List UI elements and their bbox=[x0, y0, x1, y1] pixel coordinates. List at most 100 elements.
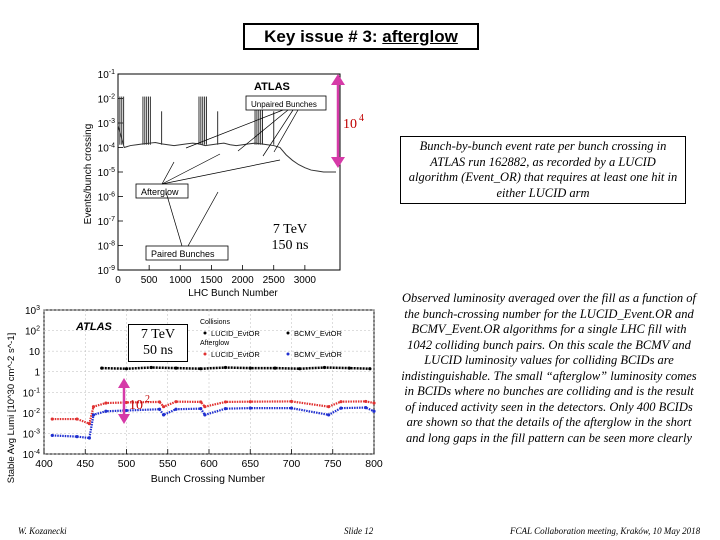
c2-series-line bbox=[101, 366, 370, 370]
arrowhead-down-icon-2 bbox=[118, 414, 130, 424]
c2-xtick-label: 550 bbox=[159, 458, 177, 470]
ratio-top-exp: 4 bbox=[359, 113, 364, 124]
afterglow-label: Afterglow bbox=[141, 187, 179, 197]
c2-data-point bbox=[339, 406, 343, 410]
c2-data-point bbox=[157, 407, 162, 411]
legend: LUCID_EvtOR BCMV_EvtOR LUCID_EvtOR BCMV_… bbox=[203, 329, 343, 359]
c2-data-point bbox=[347, 366, 351, 370]
c2-ytick-label: 10-4 bbox=[23, 449, 40, 461]
c1-ytick-label: 10-3 bbox=[98, 118, 115, 130]
c2-xtick-label: 700 bbox=[283, 458, 301, 470]
legend-group1: Collisions bbox=[200, 319, 230, 326]
c2-data-point bbox=[124, 408, 129, 413]
c2-data-point bbox=[223, 407, 228, 411]
c1-ytick-label: 10-9 bbox=[98, 265, 115, 277]
c2-data-point bbox=[339, 400, 343, 404]
c2-xtick-label: 450 bbox=[76, 458, 94, 470]
c2-data-point bbox=[289, 399, 294, 404]
chart1-xlabel: LHC Bunch Number bbox=[188, 288, 278, 299]
c2-xtick-label: 800 bbox=[365, 458, 383, 470]
c2-xtick-label: 650 bbox=[241, 458, 259, 470]
chart2-ylabel: Stable Avg Lumi [10^30 cm^-2 s^-1] bbox=[6, 333, 17, 484]
c1-ytick-label: 10-7 bbox=[98, 216, 115, 228]
ratio-bottom-base: 10 bbox=[129, 398, 143, 413]
c2-ytick-label: 10 bbox=[29, 347, 41, 358]
c2-data-point bbox=[91, 413, 96, 417]
c1-xtick-label: 500 bbox=[141, 275, 158, 286]
c2-data-point bbox=[100, 366, 104, 370]
afterglow-trace bbox=[117, 125, 337, 173]
c2-data-point bbox=[199, 407, 203, 411]
legend-item-1: LUCID_EvtOR bbox=[211, 329, 260, 338]
c2-data-point bbox=[91, 405, 96, 409]
chart1-ylabel: Events/bunch crossing bbox=[83, 124, 94, 225]
c2-data-point bbox=[174, 407, 178, 411]
c2-data-point bbox=[322, 365, 327, 370]
slide-title: Key issue # 3: afterglow bbox=[243, 23, 479, 50]
c2-data-point bbox=[248, 400, 252, 404]
c2-xtick-label: 750 bbox=[324, 458, 342, 470]
energy-label-2: 7 TeV bbox=[140, 327, 176, 342]
c2-data-point bbox=[124, 367, 129, 371]
c2-data-point bbox=[50, 417, 54, 421]
legend-item-2: BCMV_EvtOR bbox=[294, 329, 343, 338]
c1-ytick-label: 10-4 bbox=[98, 143, 115, 155]
c2-ytick-label: 10-2 bbox=[23, 408, 40, 420]
c1-ytick-label: 10-5 bbox=[98, 167, 115, 179]
c2-series-line bbox=[52, 406, 375, 440]
c1-ytick-label: 10-2 bbox=[98, 94, 115, 106]
c2-data-point bbox=[273, 366, 277, 370]
c2-data-point bbox=[364, 406, 368, 410]
energy-spacing-label-2: 7 TeV 50 ns bbox=[128, 324, 188, 362]
footer-slide: Slide 12 bbox=[344, 526, 374, 536]
c2-data-point bbox=[75, 417, 79, 421]
c2-data-point bbox=[327, 405, 331, 409]
unpaired-bunches-label: Unpaired Bunches bbox=[251, 100, 317, 109]
title-highlight: afterglow bbox=[382, 27, 458, 46]
c1-ytick-label: 10-6 bbox=[98, 192, 115, 204]
c2-data-point bbox=[162, 413, 166, 417]
title-prefix: Key issue # 3: bbox=[264, 27, 383, 46]
c2-data-point bbox=[223, 365, 228, 370]
c2-data-point bbox=[248, 366, 252, 370]
arrowhead-down-icon bbox=[331, 157, 345, 168]
c2-data-point bbox=[87, 436, 91, 440]
arrowhead-up-icon bbox=[331, 74, 345, 85]
arrowhead-up-icon-2 bbox=[118, 378, 130, 388]
c2-data-point bbox=[162, 405, 166, 409]
spacing-label-1: 150 ns bbox=[271, 238, 309, 253]
ratio-arrow-top: 10 4 bbox=[331, 74, 364, 168]
annotation-arrows bbox=[161, 109, 299, 247]
c1-xtick-label: 0 bbox=[115, 275, 121, 286]
c2-data-point bbox=[364, 399, 368, 404]
description-bottom: Observed luminosity averaged over the fi… bbox=[401, 291, 697, 445]
c2-data-point bbox=[327, 413, 331, 417]
footer-meeting: FCAL Collaboration meeting, Kraków, 10 M… bbox=[510, 526, 701, 536]
legend-item-3: LUCID_EvtOR bbox=[211, 350, 260, 359]
c1-xtick-label: 1500 bbox=[200, 275, 223, 286]
c1-xtick-label: 2000 bbox=[231, 275, 254, 286]
footer-author: W. Kozanecki bbox=[18, 526, 67, 536]
c2-ytick-label: 10-3 bbox=[23, 428, 40, 440]
c1-xtick-label: 3000 bbox=[294, 275, 317, 286]
c2-data-point bbox=[149, 365, 153, 370]
c2-data-point bbox=[50, 433, 54, 438]
c2-data-point bbox=[368, 367, 372, 371]
experiment-label: ATLAS bbox=[254, 81, 290, 93]
spacing-label-2: 50 ns bbox=[143, 343, 173, 358]
c2-xtick-label: 600 bbox=[200, 458, 218, 470]
legend-group2: Afterglow bbox=[200, 340, 230, 347]
ratio-bottom-exp: 2 bbox=[145, 394, 150, 405]
c2-data-point bbox=[174, 400, 178, 404]
c1-ytick-label: 10-1 bbox=[98, 69, 115, 81]
c2-series-line bbox=[52, 400, 375, 426]
c1-ytick-label: 10-8 bbox=[98, 241, 115, 253]
c2-data-point bbox=[289, 406, 294, 410]
c2-data-point bbox=[199, 367, 203, 371]
c2-data-point bbox=[124, 400, 129, 405]
c2-xtick-label: 400 bbox=[35, 458, 53, 470]
c2-data-point bbox=[75, 435, 79, 439]
energy-spacing-label-1: 7 TeV 150 ns bbox=[258, 222, 322, 254]
c2-data-point bbox=[104, 409, 108, 413]
